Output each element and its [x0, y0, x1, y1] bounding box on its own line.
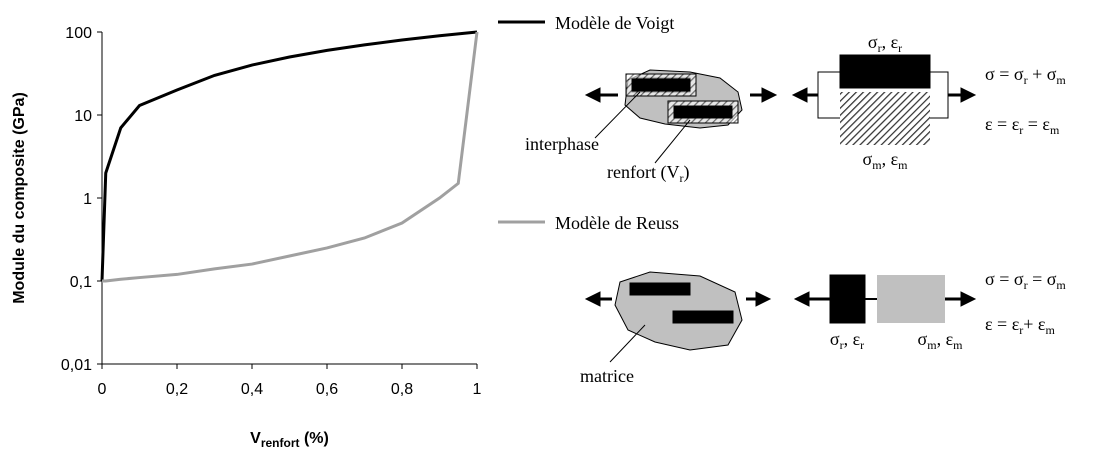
subscript: r: [1024, 278, 1028, 292]
text-part: renfort (V: [607, 162, 679, 183]
leader: [654, 119, 691, 164]
subscript: r: [840, 338, 844, 352]
arrowhead: [584, 291, 601, 307]
subscript: r: [1019, 323, 1023, 337]
reuss-diagram: [584, 271, 977, 363]
label: renfort (Vr): [607, 162, 689, 185]
matrix-block: [840, 92, 930, 145]
text-part: σ: [918, 329, 928, 349]
equation: σ = σr + σm: [985, 64, 1066, 87]
x-tick-label: 0,8: [391, 381, 413, 398]
equation: ε = εr+ εm: [985, 314, 1056, 337]
arrowhead: [755, 291, 772, 307]
subscript: r: [898, 41, 902, 55]
fiber: [629, 282, 691, 296]
legend-label: Modèle de Voigt: [555, 13, 674, 33]
y-tick-label: 0,1: [70, 274, 92, 291]
fiber-block: [839, 54, 931, 89]
text-part: (%): [300, 430, 329, 447]
subscript: m: [872, 158, 882, 172]
text-part: interphase: [525, 134, 599, 154]
subscript: m: [1056, 73, 1066, 87]
y-tick-label: 10: [74, 108, 92, 125]
series-line: [100, 30, 478, 282]
label: σr, εr: [868, 32, 902, 55]
bracket: [930, 71, 949, 119]
leader: [594, 91, 641, 139]
text-part: σ: [863, 149, 873, 169]
x-tick-label: 0: [98, 381, 107, 398]
arrowhead: [791, 87, 808, 103]
text-part: , ε: [882, 32, 899, 52]
subscript: m: [1056, 278, 1066, 292]
subscript: m: [1046, 323, 1056, 337]
voigt-diagram: [584, 54, 977, 164]
arrowhead: [584, 87, 601, 103]
y-tick-label: 100: [65, 25, 92, 42]
label: σm, εm: [863, 149, 909, 172]
equation: ε = εr = εm: [985, 114, 1060, 137]
text-part: = σ: [1028, 269, 1057, 289]
x-tick-label: 0,4: [241, 381, 263, 398]
text-part: σ: [868, 32, 878, 52]
text-part: V: [250, 430, 261, 447]
text-part: σ = σ: [985, 64, 1024, 84]
subscript: m: [927, 338, 937, 352]
arrowhead: [793, 291, 810, 307]
text-part: = ε: [1023, 114, 1050, 134]
x-tick-label: 0,6: [316, 381, 338, 398]
subscript: m: [1050, 123, 1060, 137]
text-part: ε = ε: [985, 114, 1020, 134]
subscript: r: [679, 171, 683, 185]
subscript: r: [878, 41, 882, 55]
label: matrice: [580, 366, 634, 386]
legend-label: Modèle de Reuss: [555, 213, 679, 233]
arrowhead: [761, 87, 778, 103]
fiber: [631, 78, 691, 92]
x-axis-title: Vrenfort (%): [250, 430, 329, 450]
arrowhead: [960, 291, 977, 307]
text-part: , ε: [937, 329, 954, 349]
subscript: renfort: [261, 436, 300, 450]
fiber-block: [829, 274, 866, 324]
bracket: [817, 71, 840, 119]
x-tick-label: 0,2: [166, 381, 188, 398]
matrix-block: [877, 275, 945, 323]
label: σm, εm: [918, 329, 964, 352]
y-tick-label: 0,01: [61, 357, 92, 374]
subscript: m: [953, 338, 963, 352]
text-part: σ: [830, 329, 840, 349]
x-tick-label: 1: [473, 381, 482, 398]
equation: σ = σr = σm: [985, 269, 1066, 292]
leader: [609, 324, 646, 363]
text-part: + ε: [1023, 314, 1046, 334]
y-tick-label: 1: [83, 191, 92, 208]
subscript: r: [860, 338, 864, 352]
text-part: ε = ε: [985, 314, 1020, 334]
label: σr, εr: [830, 329, 864, 352]
subscript: r: [1024, 73, 1028, 87]
text-part: matrice: [580, 366, 634, 386]
label: interphase: [525, 134, 599, 154]
y-axis-title: Module du composite (GPa): [11, 92, 28, 304]
subscript: r: [1019, 123, 1023, 137]
series-line: [102, 31, 479, 283]
fiber: [672, 310, 734, 324]
text-part: + σ: [1028, 64, 1057, 84]
text-part: , ε: [844, 329, 861, 349]
arrowhead: [960, 87, 977, 103]
text-part: , ε: [882, 149, 899, 169]
subscript: m: [898, 158, 908, 172]
fiber: [673, 105, 733, 119]
text-part: σ = σ: [985, 269, 1024, 289]
text-part: ): [683, 162, 689, 183]
